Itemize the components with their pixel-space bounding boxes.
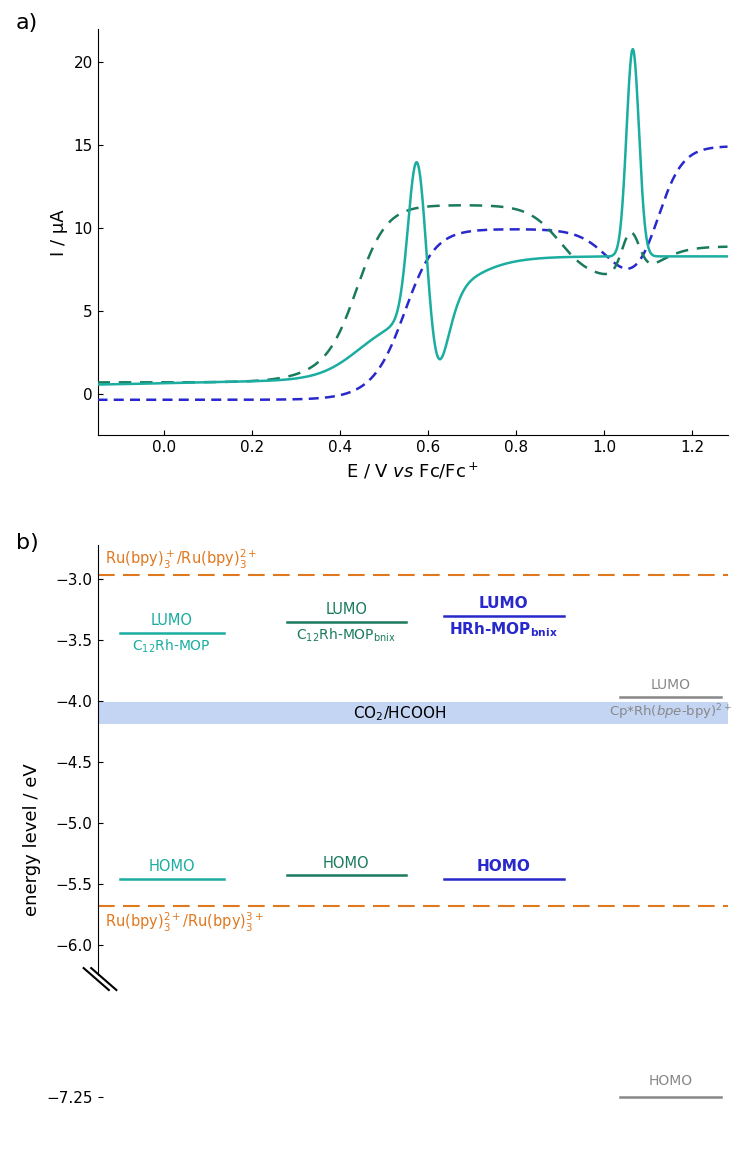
- Text: Ru(bpy)$_3^{2+}$/Ru(bpy)$_3^{3+}$: Ru(bpy)$_3^{2+}$/Ru(bpy)$_3^{3+}$: [105, 911, 264, 934]
- Text: C$_{12}$Rh-MOP: C$_{12}$Rh-MOP: [132, 637, 211, 655]
- X-axis label: E / V $\it{vs}$ Fc/Fc$^+$: E / V $\it{vs}$ Fc/Fc$^+$: [346, 461, 479, 482]
- Text: a): a): [16, 13, 38, 33]
- Text: C$_{12}$Rh-MOP$_\mathregular{bnix}$: C$_{12}$Rh-MOP$_\mathregular{bnix}$: [296, 627, 396, 644]
- Text: LUMO: LUMO: [651, 678, 691, 692]
- Text: HOMO: HOMO: [323, 856, 370, 871]
- Y-axis label: I / μA: I / μA: [50, 209, 68, 256]
- Bar: [98, 703, 728, 724]
- Text: Cp*Rh($\it{bpe}$-bpy)$^{2+}$: Cp*Rh($\it{bpe}$-bpy)$^{2+}$: [609, 703, 733, 721]
- Text: LUMO: LUMO: [326, 602, 368, 617]
- Text: HRh-MOP$_\mathregular{bnix}$: HRh-MOP$_\mathregular{bnix}$: [449, 621, 558, 639]
- Text: Ru(bpy)$_3^+$/Ru(bpy)$_3^{2+}$: Ru(bpy)$_3^+$/Ru(bpy)$_3^{2+}$: [105, 547, 257, 570]
- Text: HOMO: HOMO: [477, 859, 531, 874]
- Text: b): b): [16, 533, 38, 553]
- Text: HOMO: HOMO: [649, 1073, 693, 1087]
- Text: LUMO: LUMO: [151, 613, 193, 628]
- Text: HOMO: HOMO: [148, 859, 195, 874]
- Y-axis label: energy level / eV: energy level / eV: [22, 763, 40, 915]
- Text: LUMO: LUMO: [479, 596, 529, 610]
- Text: CO$_2$/HCOOH: CO$_2$/HCOOH: [353, 704, 446, 722]
